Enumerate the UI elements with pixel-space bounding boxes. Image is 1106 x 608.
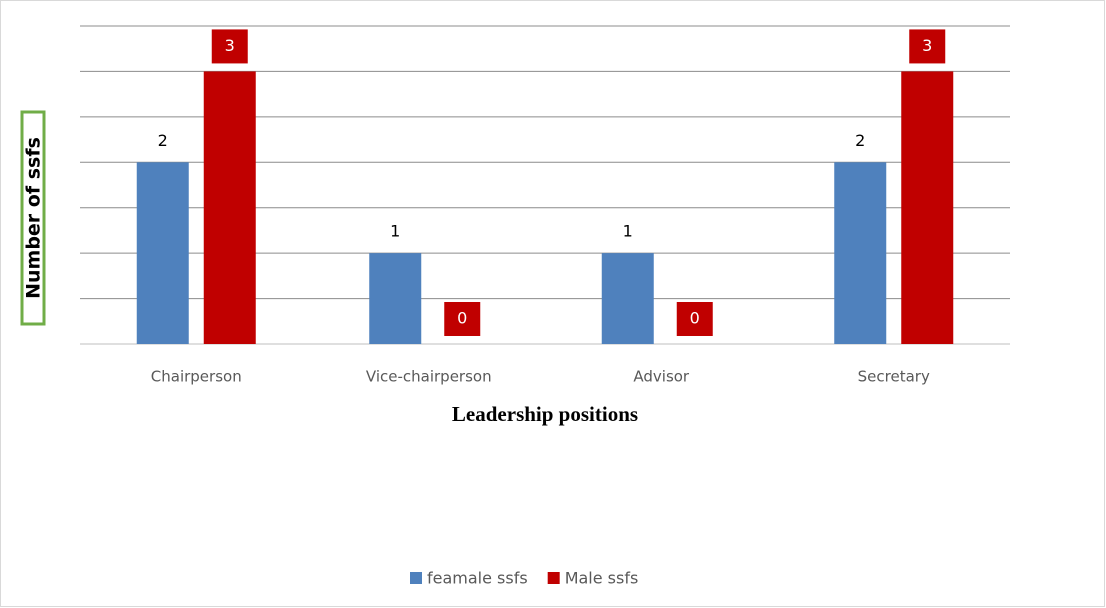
data-label: 0 [690,309,700,328]
data-label-box [676,302,713,336]
data-label: 2 [158,131,168,150]
x-tick-label: Advisor [633,368,690,386]
bar [601,253,654,344]
data-label: 1 [623,222,633,241]
legend-label: Male ssfs [565,569,639,588]
y-label-box [20,110,46,326]
legend-swatch [410,572,422,584]
data-label: 2 [855,131,865,150]
legend-swatch [547,572,560,584]
bar [136,162,189,344]
bar [203,71,256,344]
data-label-box [444,302,481,336]
bar [901,71,954,344]
x-tick-label: Chairperson [151,368,242,386]
data-label: 0 [457,309,467,328]
legend-label: feamale ssfs [427,569,528,588]
x-tick-label: Vice-chairperson [366,368,492,386]
bar [369,253,422,344]
data-label-box [211,29,248,64]
data-label: 1 [390,222,400,241]
x-tick-label: Secretary [858,368,930,386]
data-label: 3 [922,36,932,55]
bar [834,162,887,344]
y-axis-title: Number of ssfs [23,137,45,299]
data-label: 3 [225,36,235,55]
data-label-box [909,29,946,64]
x-axis-title: Leadership positions [452,402,638,426]
